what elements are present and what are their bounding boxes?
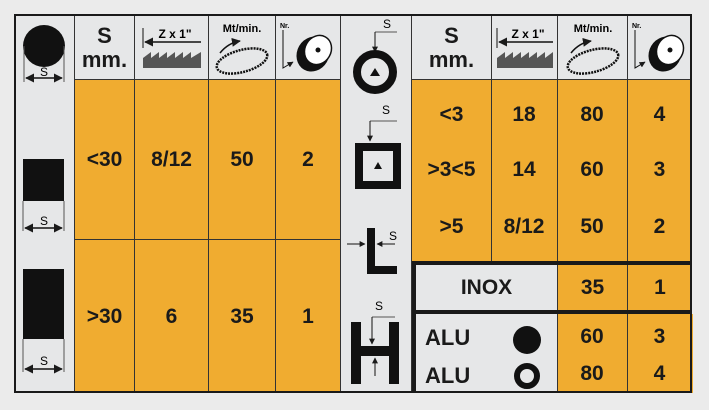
- angle-icon: S: [347, 228, 397, 274]
- svg-text:S: S: [40, 354, 48, 368]
- left-row-2-speed: 35: [208, 239, 275, 393]
- svg-text:S: S: [389, 229, 397, 243]
- right-row-2-wheel: 3: [653, 158, 666, 181]
- solid-round-icon: [513, 326, 541, 354]
- left-row-2-teeth: 6: [134, 239, 208, 393]
- svg-text:S: S: [382, 103, 390, 117]
- right-row-2-teeth: 14: [512, 158, 536, 181]
- left-row-1-speed: 50: [208, 79, 275, 239]
- left-row-1-thickness: <30: [74, 79, 134, 239]
- alu-tube-wheel: 4: [653, 362, 666, 385]
- right-header-thickness: S mm.: [412, 16, 491, 79]
- thick-divider: [412, 261, 692, 265]
- alu-solid-speed: 60: [580, 325, 604, 348]
- divider: [557, 79, 558, 262]
- flat-bar-icon: S: [22, 159, 65, 233]
- svg-text:Z x 1": Z x 1": [511, 27, 544, 41]
- round-bar-icon: S: [23, 25, 65, 83]
- mm-label: mm.: [81, 46, 128, 72]
- svg-text:Mt/min.: Mt/min.: [573, 23, 612, 35]
- alu-tube-speed: 80: [580, 362, 604, 385]
- saw-teeth-icon: Z x 1": [496, 27, 553, 68]
- svg-text:S: S: [40, 65, 48, 79]
- alu-solid-label: ALU: [425, 325, 471, 350]
- mm-label: mm.: [428, 46, 475, 72]
- left-row-2-wheel: 1: [275, 239, 340, 393]
- svg-text:Nr.: Nr.: [280, 23, 289, 30]
- s-label: S: [97, 22, 112, 48]
- right-row-1-speed: 80: [580, 103, 604, 126]
- right-row-3-teeth: 8/12: [503, 215, 545, 238]
- band-speed-icon: Mt/min.: [215, 23, 269, 75]
- square-tube-icon: S: [355, 103, 401, 189]
- thick-divider: [412, 310, 692, 314]
- left-row-1-wheel: 2: [275, 79, 340, 239]
- divider: [627, 79, 628, 262]
- s-label: S: [444, 22, 459, 48]
- tall-flat-bar-icon: S: [22, 269, 65, 374]
- svg-text:S: S: [375, 299, 383, 313]
- right-values-block: [412, 79, 692, 263]
- tube-round-icon: [514, 363, 540, 389]
- saw-teeth-icon: Z x 1": [142, 27, 201, 68]
- wheel-number-icon: Nr.: [632, 23, 685, 72]
- left-row-2-thickness: >30: [74, 239, 134, 393]
- thick-divider: [412, 261, 416, 393]
- header-thickness: S mm.: [74, 16, 134, 79]
- divider: [491, 79, 492, 262]
- svg-text:Mt/min.: Mt/min.: [223, 23, 262, 35]
- divider: [627, 314, 628, 393]
- alu-values-block: [557, 314, 693, 393]
- right-row-2-thickness: >3<5: [427, 158, 476, 181]
- right-row-2-speed: 60: [580, 158, 604, 181]
- tube-icon: S: [353, 17, 397, 94]
- inox-wheel: 1: [627, 265, 692, 310]
- h-beam-icon: S: [351, 299, 399, 384]
- svg-text:Nr.: Nr.: [632, 23, 641, 30]
- right-row-1-thickness: <3: [439, 103, 464, 126]
- right-row-1-teeth: 18: [512, 103, 536, 126]
- header-speed: Mt/min.: [208, 16, 275, 79]
- svg-text:S: S: [40, 214, 48, 228]
- band-speed-icon: Mt/min.: [565, 23, 620, 75]
- inox-speed: 35: [557, 265, 627, 310]
- svg-text:Z x 1": Z x 1": [158, 27, 191, 41]
- alu-solid-wheel: 3: [653, 325, 666, 348]
- right-header-wheel: Nr.: [627, 16, 692, 79]
- header-wheel: Nr.: [275, 16, 340, 79]
- right-row-3-speed: 50: [580, 215, 604, 238]
- svg-text:S: S: [383, 17, 391, 31]
- right-header-speed: Mt/min.: [557, 16, 627, 79]
- wheel-number-icon: Nr.: [280, 23, 333, 72]
- alu-tube-label: ALU: [425, 363, 471, 388]
- left-row-1-teeth: 8/12: [134, 79, 208, 239]
- inox-label: INOX: [416, 265, 557, 310]
- right-row-1-wheel: 4: [653, 103, 666, 126]
- right-row-3-thickness: >5: [439, 215, 464, 238]
- header-teeth: Z x 1": [134, 16, 208, 79]
- right-row-3-wheel: 2: [653, 215, 666, 238]
- right-header-teeth: Z x 1": [491, 16, 557, 79]
